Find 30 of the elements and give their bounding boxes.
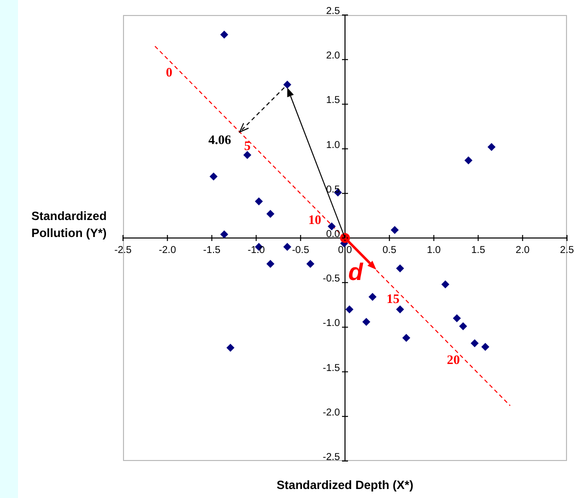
y-tick-label: 0.0 xyxy=(326,229,340,240)
y-tick-label: -1.5 xyxy=(322,362,340,374)
y-tick-label: -1.0 xyxy=(322,318,340,330)
annotation: 20 xyxy=(446,352,460,368)
y-axis-title: Standardized Pollution (Y*) xyxy=(30,208,108,242)
x-tick-label: 1.0 xyxy=(426,245,442,256)
y-tick-label: -0.5 xyxy=(322,274,340,285)
y-tick-label: 1.0 xyxy=(326,140,340,151)
x-tick-label: -1.0 xyxy=(248,245,266,256)
annotation: 4.06 xyxy=(208,132,232,147)
annotation: 15 xyxy=(386,291,400,306)
x-tick-label: -0.5 xyxy=(292,245,310,256)
x-tick-label: -2.5 xyxy=(114,245,132,256)
y-tick-label: -2.0 xyxy=(322,407,340,418)
x-tick-label: 2.5 xyxy=(560,245,574,256)
x-tick-label: 2.0 xyxy=(516,245,530,256)
y-tick-label: 0.5 xyxy=(326,184,340,196)
y-tick-label: 1.5 xyxy=(326,95,340,106)
y-tick-label: 2.0 xyxy=(326,50,340,62)
annotation: 0 xyxy=(166,64,172,80)
x-tick-label: -2.0 xyxy=(158,245,176,256)
y-tick-label: 2.5 xyxy=(326,6,340,17)
annotation: 10 xyxy=(308,212,322,227)
x-tick-label: 0.5 xyxy=(382,245,397,256)
annotation: d xyxy=(348,259,364,286)
annotation: 5 xyxy=(244,138,252,153)
x-tick-label: 1.5 xyxy=(471,245,486,256)
x-tick-label: -1.5 xyxy=(203,245,221,256)
x-axis-title: Standardized Depth (X*) xyxy=(276,478,414,492)
y-tick-label: -2.5 xyxy=(322,452,340,463)
